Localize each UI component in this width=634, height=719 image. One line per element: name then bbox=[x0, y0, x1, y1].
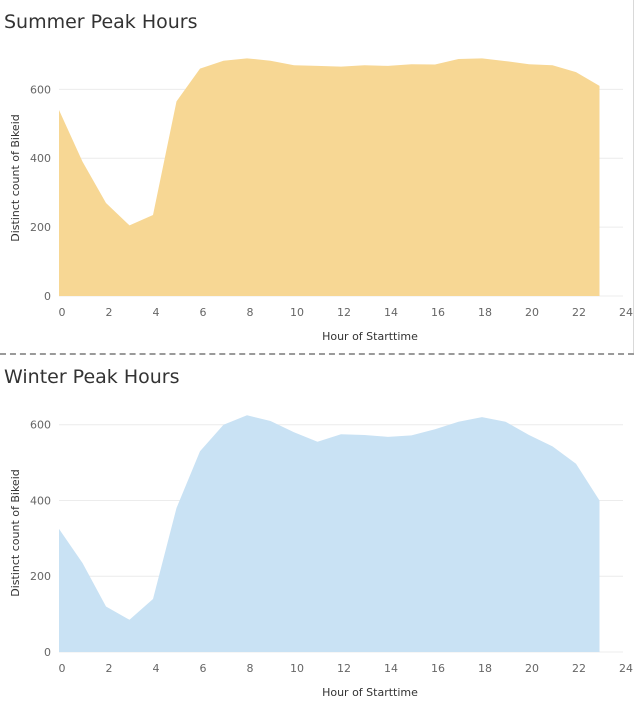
summer-x-tick-14: 14 bbox=[384, 306, 398, 319]
winter-chart-panel: Winter Peak Hours 0 200 400 600 0 2 4 6 8 10 12 14 1… bbox=[0, 357, 634, 719]
summer-data-point-13[interactable] bbox=[362, 62, 368, 68]
summer-x-tick-10: 10 bbox=[290, 306, 304, 319]
winter-data-point-0[interactable] bbox=[56, 526, 62, 532]
summer-data-point-15[interactable] bbox=[409, 61, 415, 67]
summer-data-point-19[interactable] bbox=[503, 58, 509, 64]
winter-y-tick-400: 400 bbox=[30, 494, 51, 507]
winter-data-point-5[interactable] bbox=[174, 505, 180, 511]
summer-data-point-18[interactable] bbox=[479, 55, 485, 61]
winter-x-tick-0: 0 bbox=[59, 662, 66, 675]
winter-data-point-21[interactable] bbox=[550, 443, 556, 449]
summer-data-point-0[interactable] bbox=[56, 107, 62, 113]
summer-y-tick-200: 200 bbox=[30, 221, 51, 234]
summer-data-point-9[interactable] bbox=[268, 58, 274, 64]
summer-x-tick-8: 8 bbox=[247, 306, 254, 319]
winter-data-point-11[interactable] bbox=[315, 439, 321, 445]
winter-data-point-6[interactable] bbox=[197, 448, 203, 454]
summer-y-tick-600: 600 bbox=[30, 83, 51, 96]
summer-data-point-6[interactable] bbox=[197, 66, 203, 72]
winter-y-axis-title: Distinct count of Bikeid bbox=[9, 469, 22, 596]
winter-data-point-1[interactable] bbox=[80, 560, 86, 566]
winter-data-point-12[interactable] bbox=[338, 431, 344, 437]
winter-data-point-18[interactable] bbox=[479, 414, 485, 420]
summer-x-tick-0: 0 bbox=[59, 306, 66, 319]
summer-x-tick-2: 2 bbox=[106, 306, 113, 319]
winter-data-point-9[interactable] bbox=[268, 418, 274, 424]
summer-x-tick-22: 22 bbox=[572, 306, 586, 319]
winter-x-tick-8: 8 bbox=[247, 662, 254, 675]
winter-x-tick-labels: 0 2 4 6 8 10 12 14 16 18 20 22 24 bbox=[59, 662, 634, 675]
winter-data-point-13[interactable] bbox=[362, 432, 368, 438]
summer-data-point-5[interactable] bbox=[174, 98, 180, 104]
summer-data-point-22[interactable] bbox=[573, 69, 579, 75]
winter-x-tick-16: 16 bbox=[431, 662, 445, 675]
summer-data-point-7[interactable] bbox=[221, 58, 227, 64]
winter-data-point-10[interactable] bbox=[291, 429, 297, 435]
winter-data-point-22[interactable] bbox=[573, 461, 579, 467]
winter-y-tick-0: 0 bbox=[44, 646, 51, 659]
summer-y-tick-0: 0 bbox=[44, 290, 51, 303]
summer-chart-panel: Summer Peak Hours 0 200 400 600 0 2 4 6 8 10 12 14 1… bbox=[0, 0, 634, 355]
summer-x-tick-12: 12 bbox=[337, 306, 351, 319]
summer-data-point-12[interactable] bbox=[338, 64, 344, 70]
summer-x-tick-16: 16 bbox=[431, 306, 445, 319]
panel-divider bbox=[0, 353, 634, 355]
summer-data-point-14[interactable] bbox=[385, 63, 391, 69]
summer-x-tick-4: 4 bbox=[153, 306, 160, 319]
winter-data-point-4[interactable] bbox=[150, 596, 156, 602]
winter-data-point-15[interactable] bbox=[409, 432, 415, 438]
winter-data-point-20[interactable] bbox=[526, 432, 532, 438]
summer-x-tick-labels: 0 2 4 6 8 10 12 14 16 18 20 22 24 bbox=[59, 306, 634, 319]
summer-area-series bbox=[59, 58, 600, 297]
summer-data-point-23[interactable] bbox=[597, 83, 603, 89]
summer-data-point-11[interactable] bbox=[315, 63, 321, 69]
winter-x-tick-22: 22 bbox=[572, 662, 586, 675]
winter-y-tick-labels: 0 200 400 600 bbox=[30, 419, 51, 659]
summer-data-point-10[interactable] bbox=[291, 62, 297, 68]
winter-y-tick-200: 200 bbox=[30, 570, 51, 583]
winter-data-point-3[interactable] bbox=[127, 617, 133, 623]
summer-data-point-2[interactable] bbox=[103, 200, 109, 206]
winter-area-series bbox=[59, 415, 600, 652]
winter-x-tick-20: 20 bbox=[525, 662, 539, 675]
winter-data-point-17[interactable] bbox=[456, 419, 462, 425]
winter-data-point-7[interactable] bbox=[221, 422, 227, 428]
winter-data-point-8[interactable] bbox=[244, 412, 250, 418]
winter-x-tick-12: 12 bbox=[337, 662, 351, 675]
winter-x-tick-14: 14 bbox=[384, 662, 398, 675]
summer-data-point-21[interactable] bbox=[550, 62, 556, 68]
summer-data-point-1[interactable] bbox=[80, 159, 86, 165]
winter-x-tick-18: 18 bbox=[478, 662, 492, 675]
summer-x-tick-20: 20 bbox=[525, 306, 539, 319]
summer-chart-title: Summer Peak Hours bbox=[4, 11, 198, 33]
summer-data-point-20[interactable] bbox=[526, 61, 532, 67]
winter-x-tick-4: 4 bbox=[153, 662, 160, 675]
summer-x-tick-6: 6 bbox=[200, 306, 207, 319]
summer-x-axis-title: Hour of Starttime bbox=[322, 330, 418, 343]
winter-x-tick-2: 2 bbox=[106, 662, 113, 675]
winter-x-tick-10: 10 bbox=[290, 662, 304, 675]
summer-x-tick-18: 18 bbox=[478, 306, 492, 319]
summer-y-tick-labels: 0 200 400 600 bbox=[30, 83, 51, 303]
summer-data-point-3[interactable] bbox=[127, 222, 133, 228]
summer-data-point-17[interactable] bbox=[456, 56, 462, 62]
winter-y-tick-600: 600 bbox=[30, 419, 51, 432]
winter-data-point-2[interactable] bbox=[103, 604, 109, 610]
summer-y-axis-title: Distinct count of Bikeid bbox=[9, 114, 22, 241]
winter-data-point-16[interactable] bbox=[432, 426, 438, 432]
winter-data-point-23[interactable] bbox=[597, 497, 603, 503]
summer-y-tick-400: 400 bbox=[30, 152, 51, 165]
summer-data-point-8[interactable] bbox=[244, 55, 250, 61]
summer-data-point-4[interactable] bbox=[150, 212, 156, 218]
winter-x-tick-24: 24 bbox=[619, 662, 633, 675]
winter-data-point-14[interactable] bbox=[385, 434, 391, 440]
summer-x-tick-24: 24 bbox=[619, 306, 633, 319]
winter-x-axis-title: Hour of Starttime bbox=[322, 686, 418, 699]
winter-x-tick-6: 6 bbox=[200, 662, 207, 675]
summer-data-point-16[interactable] bbox=[432, 62, 438, 68]
winter-chart-title: Winter Peak Hours bbox=[4, 366, 180, 388]
winter-data-point-19[interactable] bbox=[503, 419, 509, 425]
